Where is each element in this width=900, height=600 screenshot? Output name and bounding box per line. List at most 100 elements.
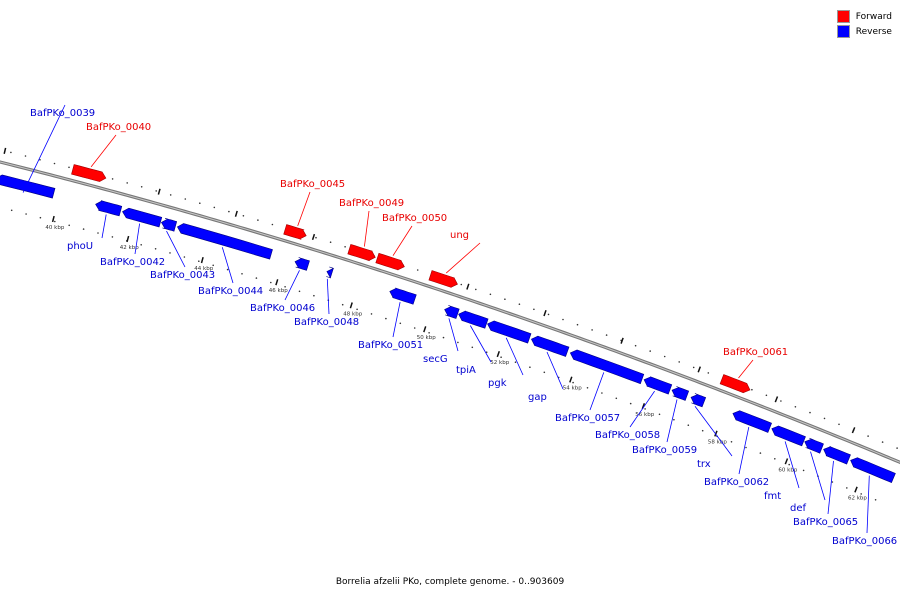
minor-tick-outer [416, 269, 419, 271]
gene-label[interactable]: ung [450, 230, 469, 241]
gene-ung[interactable]: ung [428, 230, 481, 288]
gene-arrow[interactable] [732, 410, 772, 433]
gene-label[interactable]: BafPKo_0044 [198, 286, 263, 297]
minor-tick-inner [846, 487, 848, 489]
gene-BafPKo_0043[interactable]: BafPKo_0043 [150, 218, 215, 281]
gene-BafPKo_0039[interactable]: BafPKo_0039 [0, 104, 95, 199]
gene-BafPKo_0057[interactable]: BafPKo_0057 [555, 349, 645, 424]
gene-label[interactable]: BafPKo_0058 [595, 430, 660, 441]
gene-label[interactable]: BafPKo_0042 [100, 257, 165, 268]
gene-leader-line [22, 104, 66, 193]
gene-BafPKo_0044[interactable]: BafPKo_0044 [176, 223, 273, 298]
gene-BafPKo_0066[interactable]: BafPKo_0066 [832, 457, 897, 547]
gene-BafPKo_0051[interactable]: BafPKo_0051 [358, 287, 423, 351]
gene-label[interactable]: tpiA [456, 365, 476, 376]
gene-arrow[interactable] [530, 335, 570, 357]
gene-label[interactable]: BafPKo_0046 [250, 303, 315, 314]
gene-label[interactable]: BafPKo_0057 [555, 413, 620, 424]
gene-BafPKo_0050[interactable]: BafPKo_0050 [375, 213, 447, 271]
gene-BafPKo_0042[interactable]: BafPKo_0042 [100, 207, 165, 268]
gene-trx[interactable]: trx [690, 393, 733, 471]
gene-tpiA[interactable]: tpiA [456, 310, 492, 376]
gene-arrow[interactable] [160, 218, 178, 232]
gene-label[interactable]: BafPKo_0061 [723, 347, 788, 358]
minor-tick-inner [399, 322, 402, 325]
gene-gap[interactable]: gap [528, 335, 570, 403]
gene-BafPKo_0040[interactable]: BafPKo_0040 [71, 122, 152, 182]
gene-arrow[interactable] [95, 200, 123, 217]
gene-arrow[interactable] [771, 425, 806, 447]
minor-tick-inner [154, 248, 157, 250]
gene-BafPKo_0062[interactable]: BafPKo_0062 [704, 410, 772, 488]
gene-arrow[interactable] [719, 374, 751, 394]
gene-arrow[interactable] [71, 164, 107, 182]
gene-arrow[interactable] [804, 437, 824, 454]
kbp-tick-label: 46 kbp [269, 288, 288, 294]
minor-tick-inner [82, 228, 85, 230]
gene-arrow[interactable] [122, 207, 163, 228]
gene-label[interactable]: BafPKo_0048 [294, 317, 359, 328]
gene-label[interactable]: secG [423, 354, 448, 365]
gene-BafPKo_0046[interactable]: BafPKo_0046 [250, 257, 315, 315]
gene-label[interactable]: BafPKo_0062 [704, 477, 769, 488]
gene-arrow[interactable] [444, 305, 460, 319]
gene-leader-line [90, 134, 117, 168]
minor-tick-inner [759, 452, 762, 454]
gene-fmt[interactable]: fmt [764, 425, 806, 502]
gene-def[interactable]: def [790, 437, 826, 514]
gene-label[interactable]: fmt [764, 491, 781, 502]
gene-label[interactable]: BafPKo_0049 [339, 198, 404, 209]
gene-label[interactable]: BafPKo_0050 [382, 213, 447, 224]
gene-arrow[interactable] [0, 174, 56, 199]
gene-arrow[interactable] [671, 386, 690, 401]
gene-arrow[interactable] [283, 224, 307, 240]
gene-label[interactable]: phoU [67, 241, 93, 252]
gene-label[interactable]: BafPKo_0065 [793, 517, 858, 528]
gene-arrow[interactable] [375, 252, 405, 271]
gene-arrow[interactable] [823, 446, 851, 465]
forward-swatch [836, 10, 850, 23]
gene-arrow[interactable] [389, 287, 417, 305]
minor-tick-outer [184, 198, 187, 200]
gene-BafPKo_0048[interactable]: BafPKo_0048 [294, 266, 359, 328]
gene-BafPKo_0045[interactable]: BafPKo_0045 [280, 179, 345, 240]
gene-BafPKo_0061[interactable]: BafPKo_0061 [719, 347, 788, 394]
minor-tick-inner [485, 351, 488, 354]
gene-arrow[interactable] [458, 310, 489, 329]
gene-arrow[interactable] [690, 393, 707, 408]
gene-label[interactable]: BafPKo_0039 [30, 108, 95, 119]
gene-arrow[interactable] [176, 223, 273, 260]
minor-tick-inner [255, 277, 258, 279]
gene-label[interactable]: gap [528, 392, 547, 403]
genome-backbone-highlight [0, 161, 900, 463]
gene-label[interactable]: trx [697, 459, 711, 470]
gene-arrow[interactable] [569, 349, 645, 385]
gene-label[interactable]: pgk [488, 378, 507, 389]
gene-arrow[interactable] [347, 244, 376, 262]
gene-label[interactable]: def [790, 503, 807, 514]
gene-phoU[interactable]: phoU [67, 200, 123, 252]
gene-BafPKo_0049[interactable]: BafPKo_0049 [339, 198, 404, 262]
minor-tick-outer [692, 366, 695, 369]
gene-label[interactable]: BafPKo_0043 [150, 270, 215, 281]
gene-BafPKo_0058[interactable]: BafPKo_0058 [595, 376, 673, 441]
gene-arrow[interactable] [487, 320, 532, 344]
gene-label[interactable]: BafPKo_0051 [358, 340, 423, 351]
gene-pgk[interactable]: pgk [487, 320, 532, 389]
legend-reverse-label: Reverse [855, 26, 892, 37]
gene-arrow[interactable] [428, 270, 458, 288]
gene-label[interactable]: BafPKo_0045 [280, 179, 345, 190]
gene-leader-line [827, 460, 834, 515]
gene-label[interactable]: BafPKo_0066 [832, 536, 897, 547]
gene-arrow[interactable] [850, 457, 896, 483]
gene-BafPKo_0065[interactable]: BafPKo_0065 [793, 446, 858, 528]
gene-secG[interactable]: secG [423, 305, 460, 365]
gene-BafPKo_0059[interactable]: BafPKo_0059 [632, 386, 697, 456]
gene-label[interactable]: BafPKo_0059 [632, 445, 697, 456]
gene-arrow[interactable] [326, 266, 335, 279]
gene-arrow[interactable] [643, 376, 673, 395]
gene-arrow[interactable] [294, 257, 310, 271]
minor-tick-inner [514, 361, 517, 364]
minor-tick-outer [460, 283, 463, 286]
gene-label[interactable]: BafPKo_0040 [86, 122, 151, 133]
